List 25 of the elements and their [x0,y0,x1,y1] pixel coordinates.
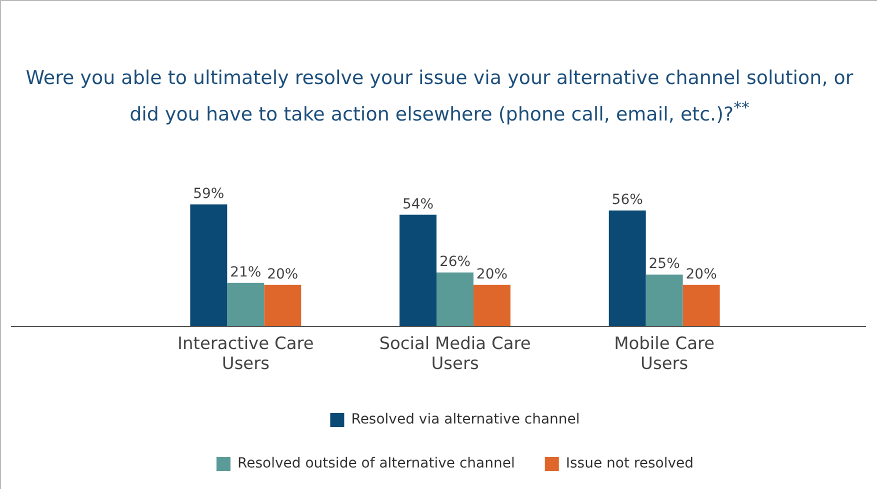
data-label: 20% [476,266,508,283]
chart-title: Were you able to ultimately resolve your issue via your alternative channel solution, or did you have to take action elsewhere (phone call, email, etc.)?$^{**}$ [24,66,854,128]
legend-label: Resolved outside of alternative channel [238,456,515,472]
data-label: 26% [439,254,471,270]
bar [682,284,720,326]
data-label: 25% [648,256,680,272]
data-label: 54% [402,196,434,212]
x-tick-label: Mobile Care Users [614,334,715,374]
bar [227,282,264,326]
bar [473,284,510,326]
bar [400,214,437,326]
bar [436,272,474,326]
data-label: 56% [612,192,643,208]
bar [646,274,683,326]
data-label: 59% [193,186,224,202]
data-label: 21% [230,264,262,280]
legend-label: Issue not resolved [566,456,694,472]
bar [190,204,228,326]
bar [264,284,302,326]
x-tick-label: Interactive Care Users [177,334,314,374]
bar [608,210,646,326]
x-tick-label: Social Media Care Users [379,334,531,374]
data-label: 20% [686,266,717,283]
legend-label: Resolved via alternative channel [351,412,580,428]
data-label: 20% [267,266,298,283]
